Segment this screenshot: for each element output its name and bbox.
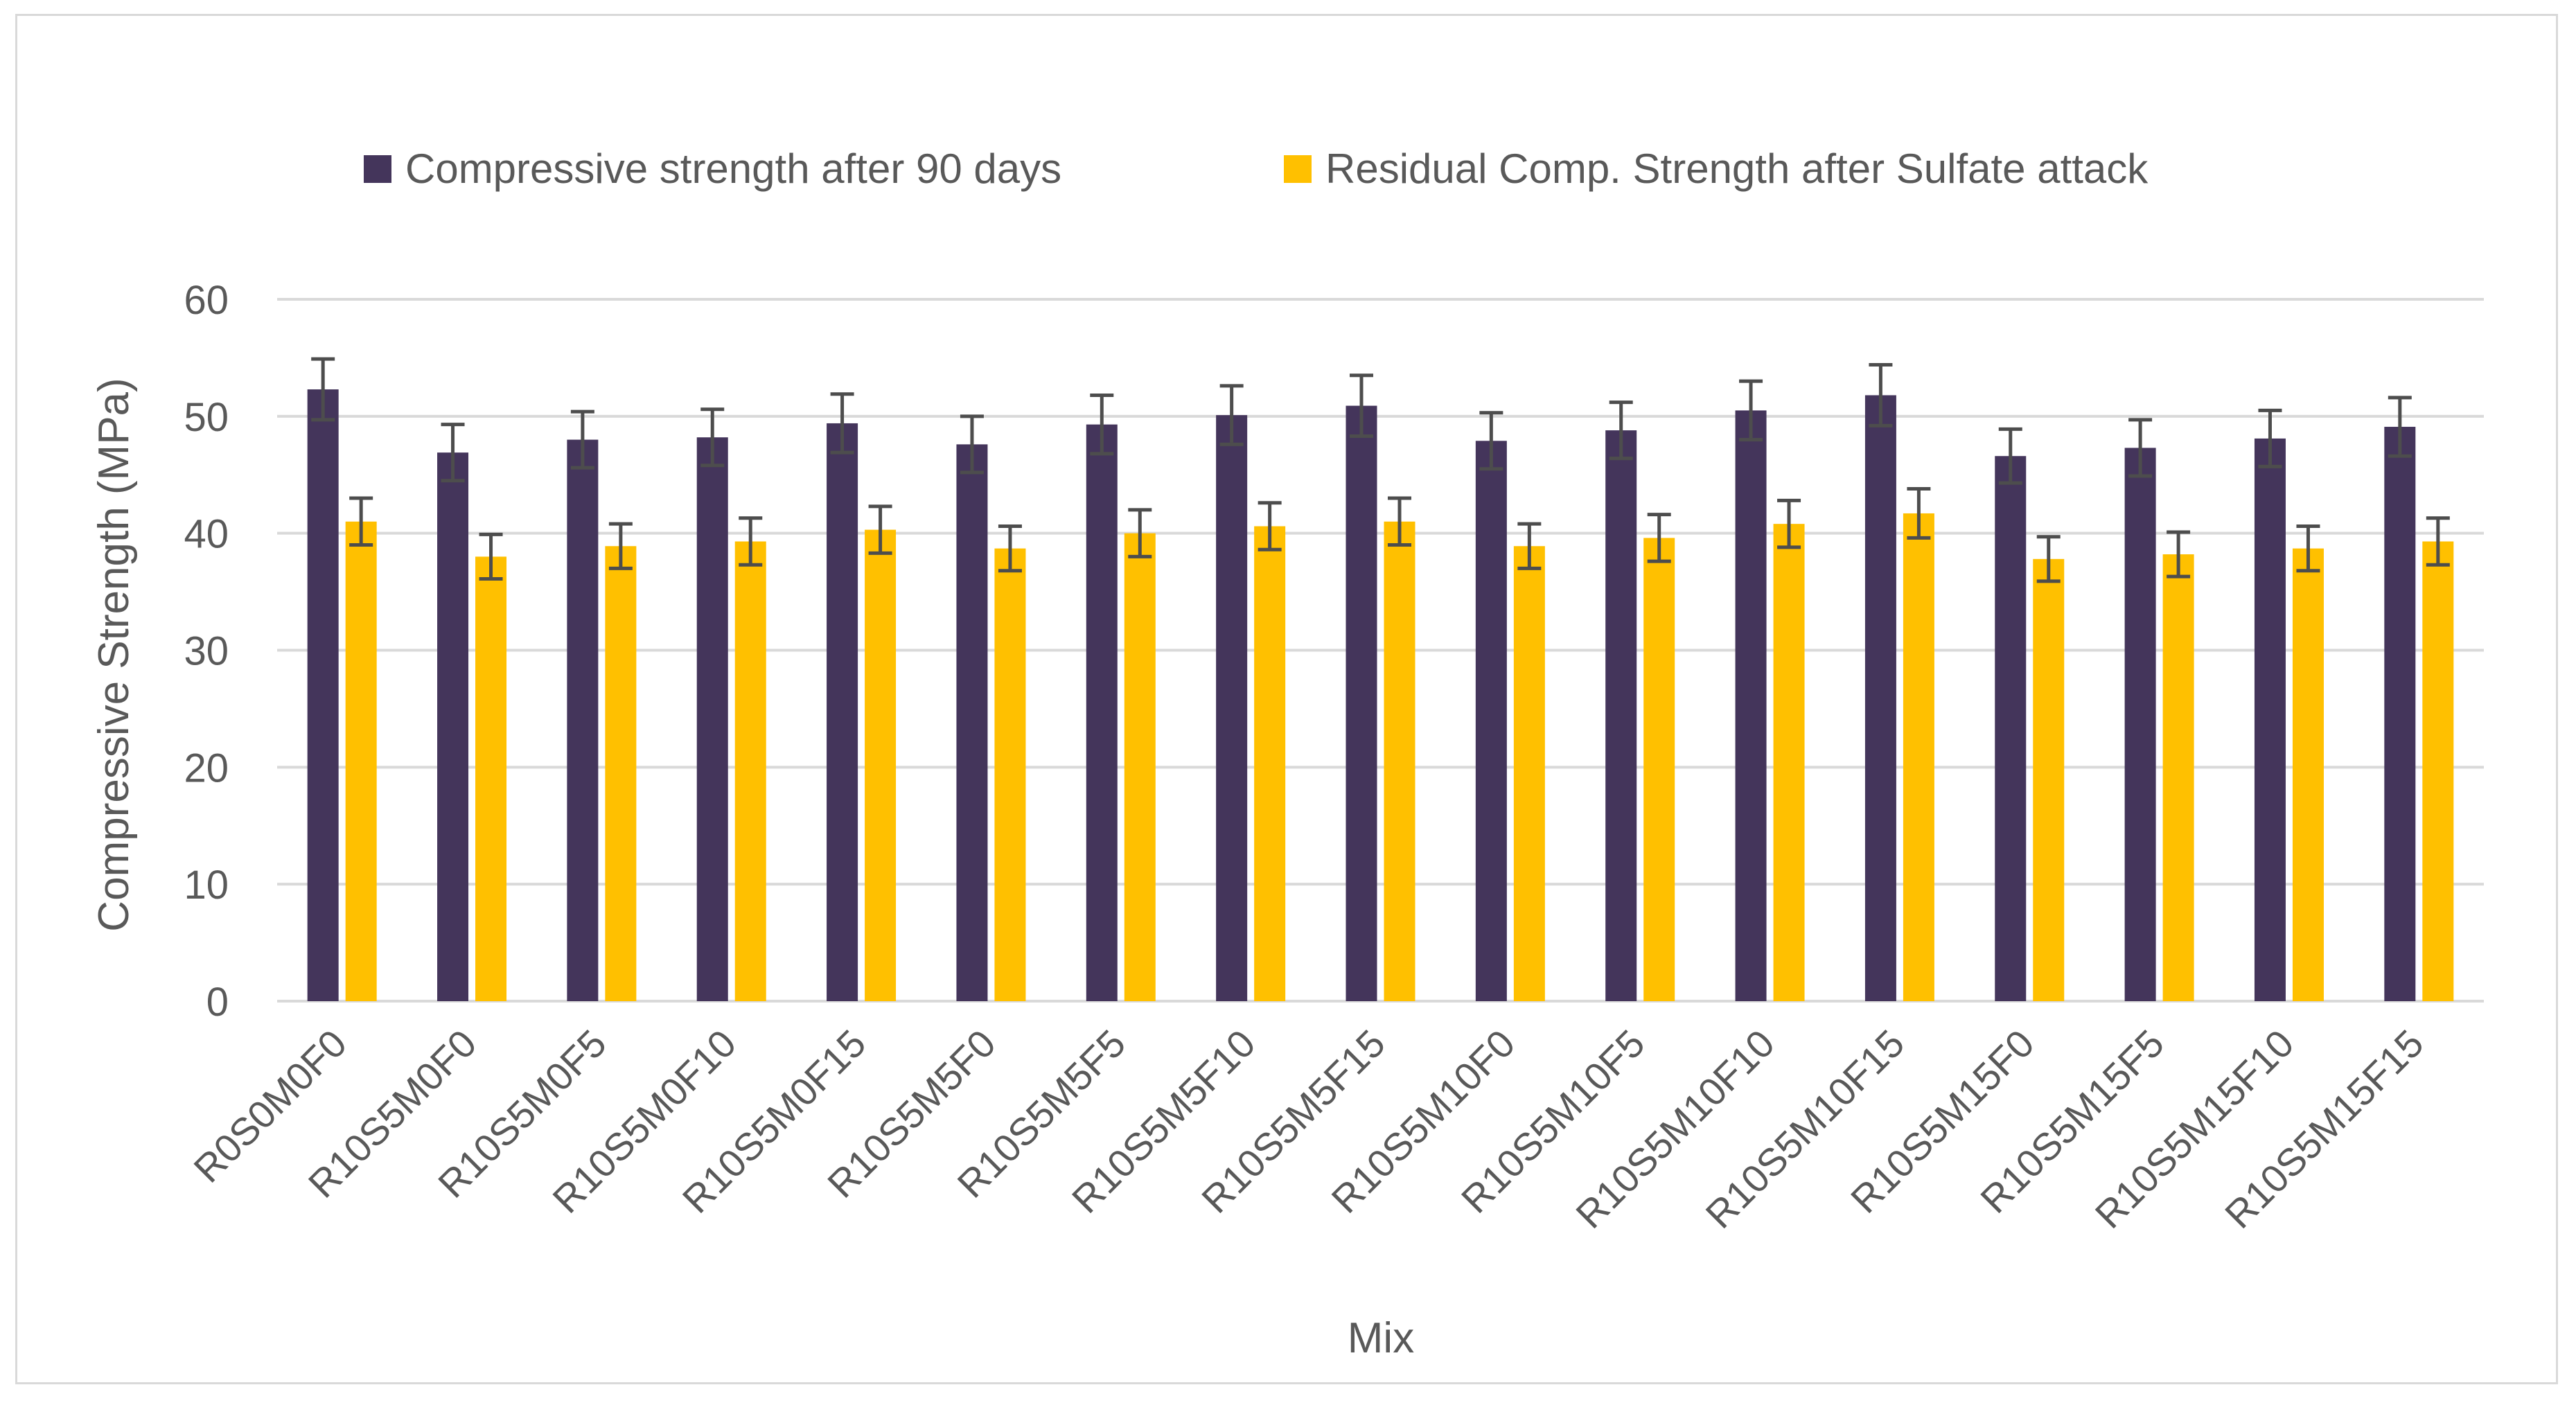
legend-label-compressive-90d: Compressive strength after 90 days bbox=[405, 145, 1061, 192]
bar-compressive-90d bbox=[1995, 456, 2027, 1001]
y-tick-label: 60 bbox=[184, 278, 229, 323]
bar-residual-sulfate bbox=[1643, 538, 1675, 1001]
y-tick-labels: 0 10 20 30 40 50 60 bbox=[184, 278, 229, 1025]
bar-residual-sulfate bbox=[1903, 513, 1934, 1001]
bar-compressive-90d bbox=[2254, 438, 2286, 1001]
legend-swatch-compressive-90d bbox=[364, 155, 391, 183]
bar-compressive-90d bbox=[1475, 441, 1507, 1001]
bar-residual-sulfate bbox=[2422, 541, 2454, 1001]
bar-residual-sulfate bbox=[345, 521, 377, 1001]
gridlines bbox=[277, 298, 2484, 1003]
bar-compressive-90d bbox=[827, 423, 858, 1001]
bar-residual-sulfate bbox=[2162, 554, 2194, 1001]
bar-residual-sulfate bbox=[1124, 533, 1156, 1001]
y-tick-label: 20 bbox=[184, 745, 229, 791]
legend-label-residual-sulfate: Residual Comp. Strength after Sulfate at… bbox=[1325, 145, 2149, 192]
y-tick-label: 50 bbox=[184, 395, 229, 440]
bar-compressive-90d bbox=[307, 389, 339, 1001]
bar-compressive-90d bbox=[1216, 415, 1248, 1001]
legend: Compressive strength after 90 days Residu… bbox=[364, 145, 2149, 192]
bar-compressive-90d bbox=[956, 444, 988, 1001]
bar-compressive-90d bbox=[1864, 395, 1896, 1001]
bar-residual-sulfate bbox=[2033, 558, 2065, 1001]
error-bars bbox=[311, 357, 2450, 583]
bar-residual-sulfate bbox=[734, 541, 766, 1001]
bar-compressive-90d bbox=[2124, 448, 2156, 1001]
bar-compressive-90d bbox=[1735, 410, 1767, 1001]
y-tick-label: 30 bbox=[184, 629, 229, 674]
bar-compressive-90d bbox=[437, 452, 469, 1001]
bar-residual-sulfate bbox=[1513, 546, 1545, 1001]
x-tick-labels: R0S0M0F0R10S5M0F0R10S5M0F5R10S5M0F10R10S… bbox=[185, 1021, 2431, 1237]
legend-swatch-residual-sulfate bbox=[1284, 155, 1312, 183]
bar-residual-sulfate bbox=[475, 556, 507, 1001]
x-axis-title: Mix bbox=[1348, 1314, 1414, 1362]
bar-compressive-90d bbox=[1605, 430, 1637, 1001]
bar-compressive-90d bbox=[1086, 424, 1118, 1001]
y-tick-label: 10 bbox=[184, 863, 229, 908]
bar-residual-sulfate bbox=[1254, 526, 1286, 1001]
bar-compressive-90d bbox=[2384, 427, 2416, 1001]
y-tick-label: 0 bbox=[206, 980, 229, 1025]
bar-residual-sulfate bbox=[1773, 524, 1805, 1001]
bar-residual-sulfate bbox=[865, 529, 897, 1001]
bar-compressive-90d bbox=[696, 437, 728, 1001]
bar-residual-sulfate bbox=[605, 546, 637, 1001]
bar-compressive-90d bbox=[1346, 405, 1377, 1001]
y-tick-label: 40 bbox=[184, 512, 229, 557]
bar-residual-sulfate bbox=[994, 548, 1026, 1001]
bars bbox=[307, 389, 2454, 1001]
y-axis-title: Compressive Strength (MPa) bbox=[90, 378, 138, 931]
bar-residual-sulfate bbox=[1384, 521, 1415, 1001]
bar-compressive-90d bbox=[567, 439, 599, 1001]
bar-residual-sulfate bbox=[2292, 548, 2324, 1001]
